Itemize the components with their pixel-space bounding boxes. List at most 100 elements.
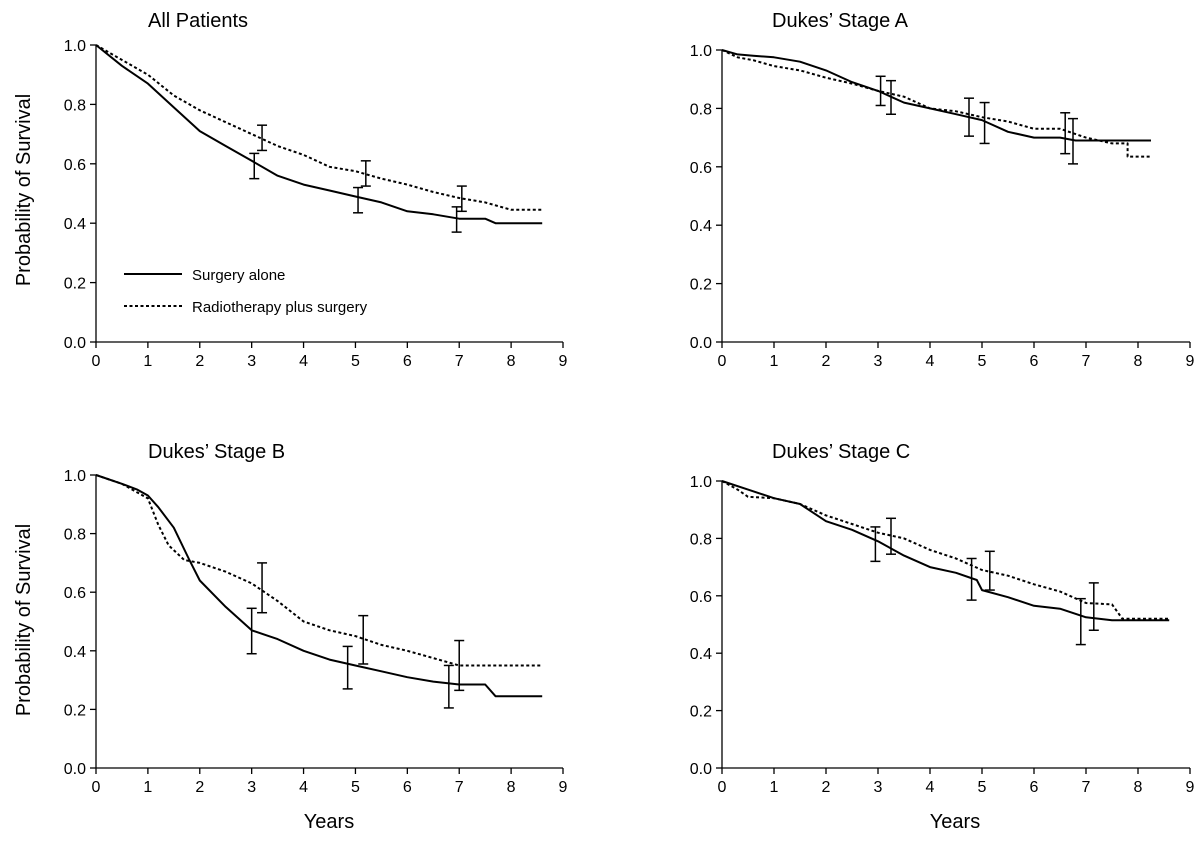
y-tick-label: 0.4 [64, 216, 86, 233]
x-tick-label: 3 [247, 779, 256, 796]
y-tick-label: 0.6 [64, 157, 86, 174]
x-tick-label: 7 [1082, 779, 1091, 796]
x-tick-label: 2 [195, 353, 204, 370]
error-bar-radiotherapy-plus-surgery [358, 614, 369, 665]
x-tick-label: 8 [507, 353, 516, 370]
error-bar-radiotherapy-plus-surgery [360, 160, 371, 187]
x-tick-label: 3 [247, 353, 256, 370]
error-bar-surgery-alone [246, 607, 257, 655]
panel-all-patients: All Patients 0 1 2 3 4 5 6 7 8 9 0.0 0.2 0.4 0.6 0.8 1.0 [64, 10, 568, 370]
x-tick-label: 5 [978, 779, 987, 796]
y-tick-label: 0.6 [690, 160, 712, 177]
x-axis-label-left: Years [304, 811, 354, 833]
x-tick-label: 6 [1030, 779, 1039, 796]
x-tick-label: 7 [1082, 353, 1091, 370]
x-tick-label: 2 [822, 353, 831, 370]
error-bar-radiotherapy-plus-surgery [984, 550, 995, 591]
series-line-radiotherapy-plus-surgery [721, 49, 1151, 158]
x-tick-label: 6 [403, 353, 412, 370]
x-tick-label: 5 [351, 779, 360, 796]
x-tick-label: 3 [874, 779, 883, 796]
legend-label-radiotherapy-plus-surgery: Radiotherapy plus surgery [192, 299, 368, 316]
x-tick-label: 0 [718, 353, 727, 370]
error-bar-surgery-alone [870, 526, 881, 563]
series-line-surgery-alone [95, 44, 543, 225]
x-tick-label: 8 [1134, 779, 1143, 796]
y-tick-label: 0.6 [690, 589, 712, 606]
x-tick-label: 0 [92, 353, 101, 370]
x-tick-label: 5 [351, 353, 360, 370]
y-tick-label: 0.0 [690, 335, 712, 352]
error-bar-surgery-alone [353, 186, 364, 214]
error-bar-radiotherapy-plus-surgery [886, 79, 896, 115]
x-tick-label: 0 [92, 779, 101, 796]
x-tick-label: 3 [874, 353, 883, 370]
x-tick-label: 5 [978, 353, 987, 370]
panel-dukes-stage-a: Dukes’ Stage A 0 1 2 3 4 5 6 7 8 9 0.0 0.2 0.4 0.6 0.8 1… [690, 10, 1195, 370]
x-tick-label: 6 [1030, 353, 1039, 370]
panel-dukes-stage-c: Dukes’ Stage C 0 1 2 3 4 5 6 7 8 9 0.0 0.2 0.4 0.6 0.8 1… [690, 441, 1195, 796]
y-tick-label: 1.0 [64, 38, 86, 55]
y-tick-label: 0.8 [690, 101, 712, 118]
error-bar-surgery-alone [342, 645, 353, 690]
legend: Surgery alone Radiotherapy plus surgery [124, 267, 368, 316]
error-bar-radiotherapy-plus-surgery [456, 185, 467, 213]
y-axis-label-top: Probability of Survival [13, 94, 35, 286]
panel-title: All Patients [148, 10, 248, 32]
y-tick-label: 0.0 [690, 761, 712, 778]
x-tick-label: 8 [507, 779, 516, 796]
error-bar-radiotherapy-plus-surgery [1060, 112, 1071, 155]
error-bar-surgery-alone [1075, 597, 1086, 646]
y-tick-label: 0.0 [64, 761, 86, 778]
error-bar-radiotherapy-plus-surgery [257, 124, 268, 152]
series-line-radiotherapy-plus-surgery [95, 44, 543, 211]
x-tick-label: 1 [770, 779, 779, 796]
x-tick-label: 6 [403, 779, 412, 796]
panel-title: Dukes’ Stage A [772, 10, 909, 32]
y-tick-label: 0.4 [64, 644, 86, 661]
y-tick-label: 0.2 [64, 276, 86, 293]
y-tick-label: 0.4 [690, 646, 712, 663]
y-tick-label: 0.8 [64, 97, 86, 114]
error-bar-radiotherapy-plus-surgery [1088, 582, 1099, 631]
x-tick-label: 1 [143, 779, 152, 796]
series-line-radiotherapy-plus-surgery [721, 480, 1170, 620]
x-axis-label-right: Years [930, 811, 980, 833]
error-bar-radiotherapy-plus-surgery [886, 517, 896, 555]
x-tick-label: 1 [770, 353, 779, 370]
x-tick-label: 2 [822, 779, 831, 796]
panel-title: Dukes’ Stage B [148, 441, 285, 463]
x-tick-label: 9 [1186, 779, 1195, 796]
x-tick-label: 8 [1134, 353, 1143, 370]
x-tick-label: 9 [559, 779, 568, 796]
y-tick-label: 0.6 [64, 585, 86, 602]
y-axis-label-bottom: Probability of Survival [13, 524, 35, 716]
error-bar-surgery-alone [451, 206, 462, 233]
series-line-surgery-alone [95, 474, 543, 698]
series-line-surgery-alone [721, 49, 1151, 142]
y-tick-label: 0.8 [64, 527, 86, 544]
x-tick-label: 7 [455, 779, 464, 796]
y-tick-label: 0.2 [690, 704, 712, 721]
legend-label-surgery-alone: Surgery alone [192, 267, 285, 284]
x-tick-label: 4 [926, 779, 935, 796]
x-tick-label: 9 [1186, 353, 1195, 370]
error-bar-radiotherapy-plus-surgery [454, 639, 465, 692]
y-tick-label: 0.8 [690, 531, 712, 548]
y-tick-label: 0.4 [690, 218, 712, 235]
panel-title: Dukes’ Stage C [772, 441, 910, 463]
x-tick-label: 0 [718, 779, 727, 796]
error-bar-surgery-alone [875, 75, 886, 107]
series-line-radiotherapy-plus-surgery [95, 474, 543, 667]
x-tick-label: 9 [559, 353, 568, 370]
x-tick-label: 4 [299, 353, 308, 370]
y-tick-label: 0.2 [690, 277, 712, 294]
y-tick-label: 0.0 [64, 335, 86, 352]
y-tick-label: 1.0 [690, 474, 712, 491]
error-bar-surgery-alone [443, 664, 454, 709]
y-tick-label: 1.0 [690, 43, 712, 60]
error-bar-surgery-alone [249, 152, 260, 180]
y-tick-label: 1.0 [64, 468, 86, 485]
error-bar-radiotherapy-plus-surgery [964, 97, 974, 137]
